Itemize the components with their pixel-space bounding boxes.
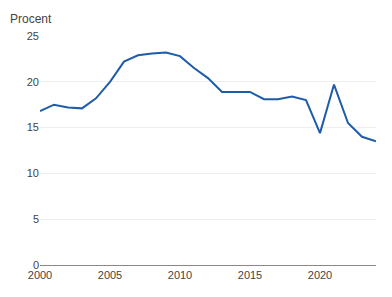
svg-text:2020: 2020	[308, 269, 332, 281]
svg-text:2015: 2015	[238, 269, 262, 281]
svg-text:20: 20	[27, 76, 39, 88]
svg-text:Procent: Procent	[10, 12, 52, 26]
svg-text:0: 0	[33, 259, 39, 271]
svg-text:25: 25	[27, 30, 39, 42]
svg-text:10: 10	[27, 167, 39, 179]
svg-text:15: 15	[27, 121, 39, 133]
svg-text:5: 5	[33, 213, 39, 225]
svg-text:2010: 2010	[168, 269, 192, 281]
svg-text:2000: 2000	[28, 269, 52, 281]
svg-text:2005: 2005	[98, 269, 122, 281]
